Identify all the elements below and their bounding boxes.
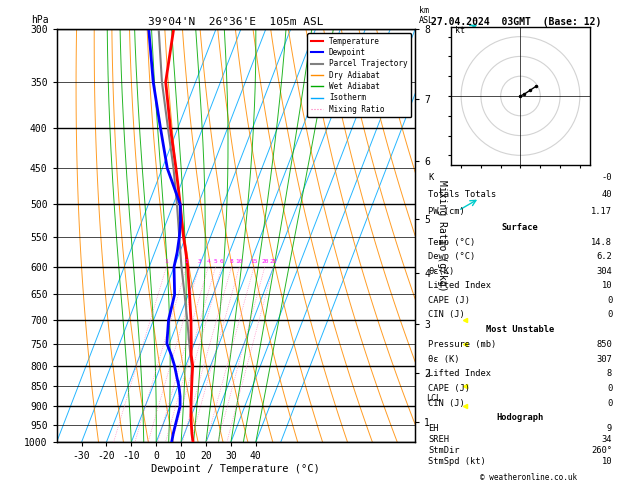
Text: 304: 304 <box>596 267 612 276</box>
Text: SREH: SREH <box>428 435 449 444</box>
Text: 2: 2 <box>185 259 189 264</box>
Text: 9: 9 <box>607 424 612 433</box>
Text: hPa: hPa <box>31 15 49 25</box>
Text: 34: 34 <box>602 435 612 444</box>
Text: CAPE (J): CAPE (J) <box>428 295 470 305</box>
Title: 39°04'N  26°36'E  105m ASL: 39°04'N 26°36'E 105m ASL <box>148 17 324 27</box>
Text: 0: 0 <box>607 399 612 408</box>
Text: 14.8: 14.8 <box>591 238 612 247</box>
Text: -0: -0 <box>602 173 612 182</box>
Text: 40: 40 <box>602 190 612 199</box>
Text: Hodograph: Hodograph <box>496 413 544 422</box>
Text: Lifted Index: Lifted Index <box>428 369 491 378</box>
Text: CIN (J): CIN (J) <box>428 399 465 408</box>
Text: 850: 850 <box>596 340 612 349</box>
Text: 25: 25 <box>270 259 277 264</box>
Text: θε(K): θε(K) <box>428 267 454 276</box>
Text: © weatheronline.co.uk: © weatheronline.co.uk <box>480 473 577 482</box>
Text: 10: 10 <box>602 281 612 290</box>
Text: km
ASL: km ASL <box>419 6 434 25</box>
Text: Lifted Index: Lifted Index <box>428 281 491 290</box>
Text: 10: 10 <box>602 457 612 467</box>
Text: θε (K): θε (K) <box>428 355 460 364</box>
Text: Temp (°C): Temp (°C) <box>428 238 476 247</box>
Text: 10: 10 <box>235 259 243 264</box>
Text: PW (cm): PW (cm) <box>428 207 465 216</box>
Text: Pressure (mb): Pressure (mb) <box>428 340 496 349</box>
X-axis label: Dewpoint / Temperature (°C): Dewpoint / Temperature (°C) <box>152 464 320 474</box>
Text: 6: 6 <box>220 259 223 264</box>
Text: 15: 15 <box>250 259 258 264</box>
Text: Most Unstable: Most Unstable <box>486 325 554 334</box>
Text: StmDir: StmDir <box>428 446 460 455</box>
Legend: Temperature, Dewpoint, Parcel Trajectory, Dry Adiabat, Wet Adiabat, Isotherm, Mi: Temperature, Dewpoint, Parcel Trajectory… <box>308 33 411 117</box>
Text: 0: 0 <box>607 384 612 393</box>
Text: 8: 8 <box>230 259 233 264</box>
Text: kt: kt <box>455 26 465 35</box>
Text: StmSpd (kt): StmSpd (kt) <box>428 457 486 467</box>
Text: 4: 4 <box>206 259 210 264</box>
Text: 20: 20 <box>261 259 269 264</box>
Text: LCL: LCL <box>426 394 441 403</box>
Text: 0: 0 <box>607 295 612 305</box>
Text: 6.2: 6.2 <box>596 252 612 261</box>
Text: 8: 8 <box>607 369 612 378</box>
Y-axis label: Mixing Ratio (g/kg): Mixing Ratio (g/kg) <box>437 180 447 292</box>
Text: 3: 3 <box>197 259 201 264</box>
Text: 27.04.2024  03GMT  (Base: 12): 27.04.2024 03GMT (Base: 12) <box>431 17 601 27</box>
Text: 260°: 260° <box>591 446 612 455</box>
Text: Surface: Surface <box>502 224 538 232</box>
Text: 307: 307 <box>596 355 612 364</box>
Text: 1.17: 1.17 <box>591 207 612 216</box>
Text: 1: 1 <box>165 259 169 264</box>
Text: Totals Totals: Totals Totals <box>428 190 496 199</box>
Text: Dewp (°C): Dewp (°C) <box>428 252 476 261</box>
Text: EH: EH <box>428 424 438 433</box>
Text: CIN (J): CIN (J) <box>428 310 465 319</box>
Text: 5: 5 <box>214 259 218 264</box>
Text: CAPE (J): CAPE (J) <box>428 384 470 393</box>
Text: 0: 0 <box>607 310 612 319</box>
Text: K: K <box>428 173 433 182</box>
